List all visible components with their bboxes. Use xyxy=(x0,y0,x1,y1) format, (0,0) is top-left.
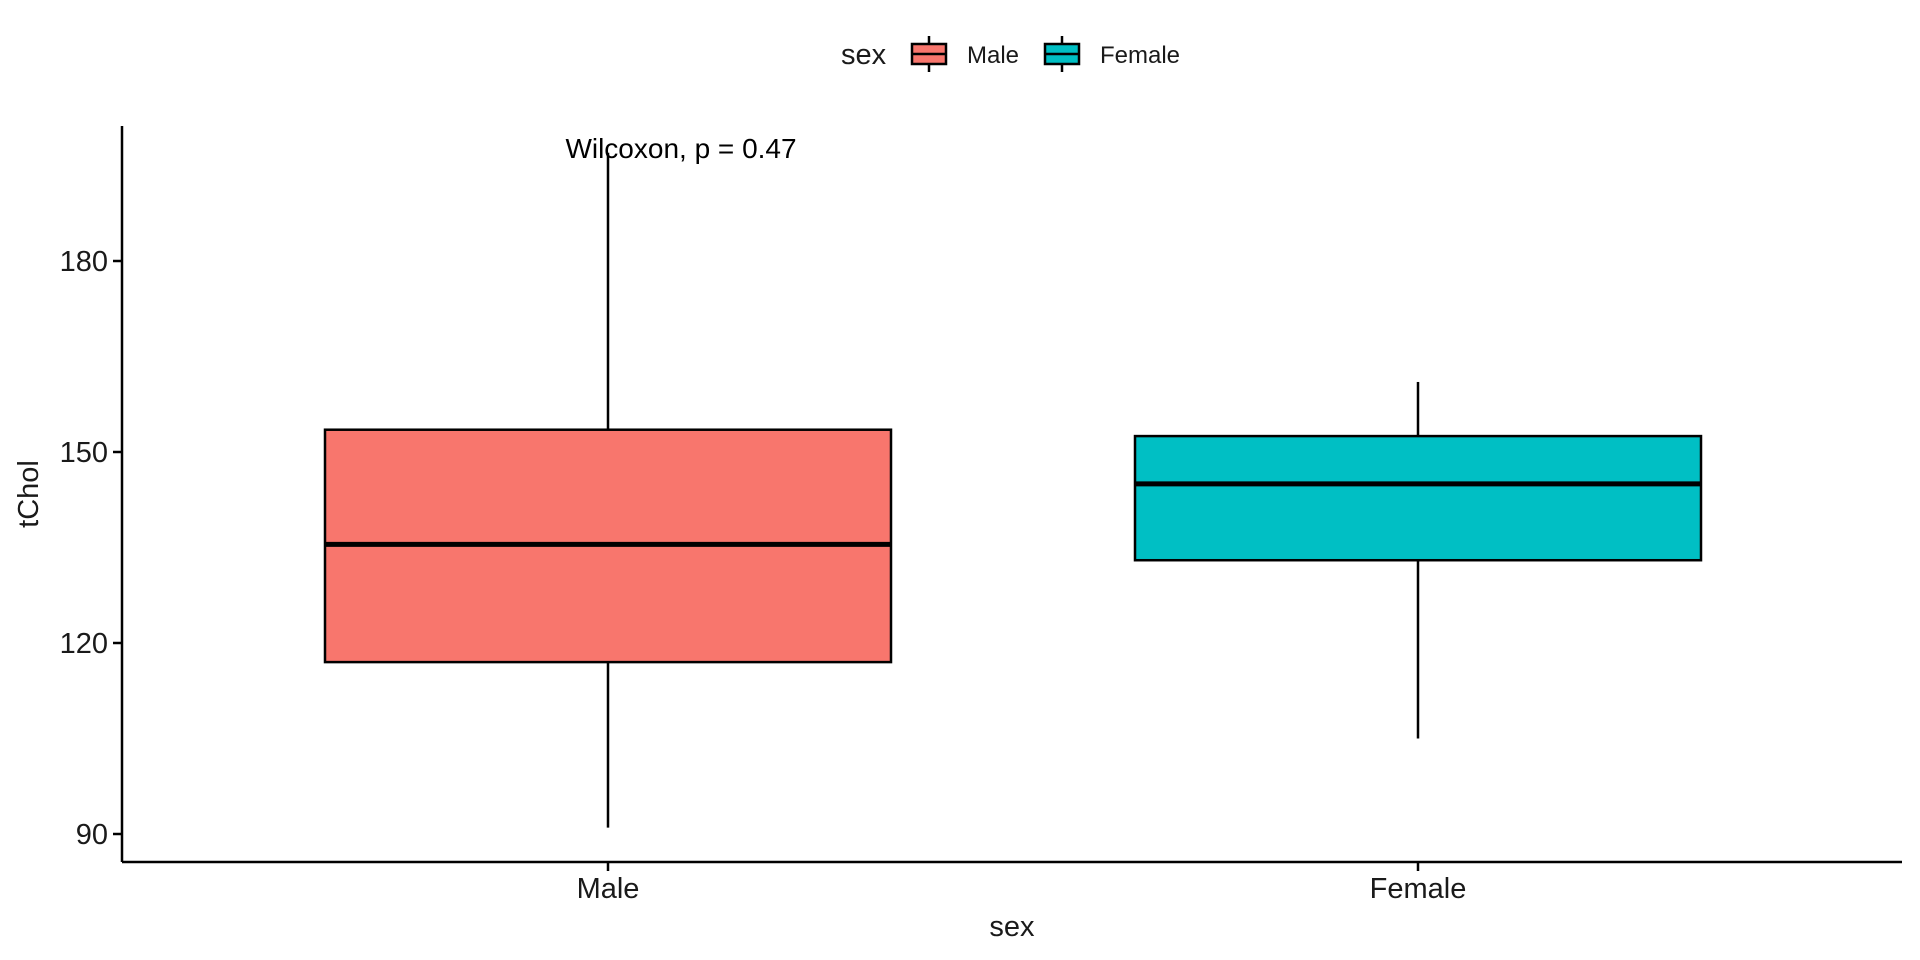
wilcoxon-annotation: Wilcoxon, p = 0.47 xyxy=(565,133,796,164)
legend: sex Male Female xyxy=(841,36,1180,72)
y-tick-label: 90 xyxy=(76,819,108,851)
legend-title: sex xyxy=(841,39,887,71)
x-axis-title: sex xyxy=(989,911,1035,943)
x-tick-label-female: Female xyxy=(1370,873,1467,905)
x-tick-label-male: Male xyxy=(577,873,640,905)
legend-label: Male xyxy=(967,42,1019,69)
iqr-box xyxy=(1133,434,1703,562)
legend-item-male: Male xyxy=(910,36,1019,72)
box-male xyxy=(323,152,893,828)
y-tick-label: 120 xyxy=(60,628,108,660)
legend-label: Female xyxy=(1100,42,1180,69)
y-tick-label: 150 xyxy=(60,437,108,469)
legend-item-female: Female xyxy=(1043,36,1180,72)
y-tick-label: 180 xyxy=(60,246,108,278)
plot-area xyxy=(323,152,1703,828)
box-female xyxy=(1133,381,1703,739)
y-axis-title: tChol xyxy=(13,460,45,528)
